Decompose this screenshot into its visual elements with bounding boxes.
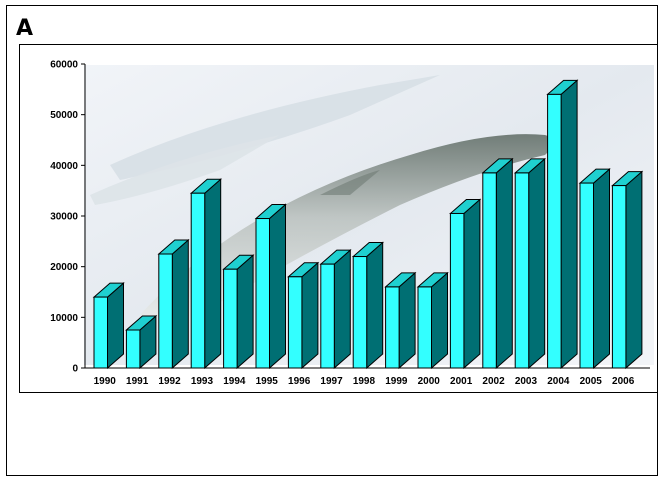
bar-side (301, 261, 319, 370)
background-fish-faint (110, 75, 440, 180)
bar-1997 (319, 249, 352, 370)
x-tick-label: 1993 (191, 376, 214, 387)
x-tick-label: 2000 (418, 376, 441, 387)
bar-side (593, 167, 610, 370)
chart-labels: 0 10000 20000 30000 40000 50000 60000 1990 1991 1… (50, 60, 635, 388)
x-tick-label: 2006 (612, 376, 635, 387)
bar-front (223, 268, 238, 369)
bar-1995 (254, 203, 287, 370)
bar-side (269, 203, 286, 370)
bar-front (417, 286, 432, 369)
bar-2001 (449, 198, 482, 370)
bar-side (107, 281, 124, 370)
bar-1990 (92, 281, 125, 370)
x-tick-label: 2002 (482, 376, 505, 387)
bar-front (352, 256, 368, 369)
x-tick-label: 2001 (450, 376, 473, 387)
bar-2003 (513, 157, 547, 370)
bar-side (431, 271, 448, 370)
x-tick-label: 1990 (94, 376, 117, 387)
bar-front (158, 253, 173, 369)
x-tick-label: 1994 (223, 376, 246, 387)
bar-2005 (578, 167, 611, 370)
bar-1999 (384, 271, 417, 370)
bar-1991 (125, 314, 158, 370)
x-tick-label: 1996 (288, 376, 311, 387)
x-tick-label: 1999 (385, 376, 408, 387)
bar-side (625, 170, 643, 370)
x-tick-label: 1998 (353, 376, 376, 387)
bar-front (255, 218, 270, 369)
y-tick-label: 30000 (50, 212, 78, 223)
bar-1992 (157, 238, 190, 370)
chart-bars (92, 79, 644, 370)
x-tick-label: 2004 (547, 376, 570, 387)
x-tick-label: 1991 (126, 376, 149, 387)
bar-front (449, 212, 465, 369)
x-tick-label: 2005 (580, 376, 603, 387)
bar-front (287, 276, 303, 369)
bar-front (611, 185, 627, 369)
bar-front (385, 286, 400, 369)
bar-front (579, 182, 594, 369)
y-tick-label: 40000 (50, 161, 78, 172)
y-tick-label: 10000 (50, 313, 78, 324)
bar-side (204, 178, 222, 370)
bar-side (560, 79, 578, 370)
bar-side (333, 249, 351, 370)
chart-area: 0 10000 20000 30000 40000 50000 60000 1990 1991 1… (19, 44, 658, 393)
bar-1994 (222, 254, 255, 370)
y-tick-label: 50000 (50, 110, 78, 121)
bar-side (528, 157, 546, 370)
bar-front (482, 172, 497, 369)
bar-side (495, 157, 513, 370)
bar-2006 (611, 170, 644, 370)
bar-side (236, 254, 254, 370)
bar-front (93, 296, 108, 369)
background-fish-faint-2 (90, 135, 280, 205)
bar-2002 (481, 157, 514, 370)
x-tick-label: 1997 (320, 376, 343, 387)
panel-label: A (16, 16, 34, 41)
bar-1993 (189, 178, 223, 370)
background-fish-fin (320, 170, 380, 195)
x-tick-label: 1992 (158, 376, 181, 387)
bar-2004 (546, 79, 579, 370)
bar-side (463, 198, 481, 370)
bar-2000 (416, 271, 449, 370)
y-tick-label: 0 (72, 364, 78, 375)
bar-front (514, 172, 530, 369)
bar-front (190, 192, 206, 369)
bar-1996 (287, 261, 320, 370)
bar-front (547, 93, 562, 369)
y-tick-label: 60000 (50, 60, 78, 71)
bar-side (366, 241, 384, 370)
bar-front (320, 263, 335, 369)
x-tick-label: 2003 (515, 376, 538, 387)
y-tick-label: 20000 (50, 262, 78, 273)
bar-side (171, 238, 189, 370)
bar-front (125, 329, 141, 369)
bar-side (398, 271, 416, 370)
bar-chart: 0 10000 20000 30000 40000 50000 60000 1990 1991 1… (50, 60, 654, 388)
x-tick-label: 1995 (256, 376, 279, 387)
bar-1998 (351, 241, 385, 370)
